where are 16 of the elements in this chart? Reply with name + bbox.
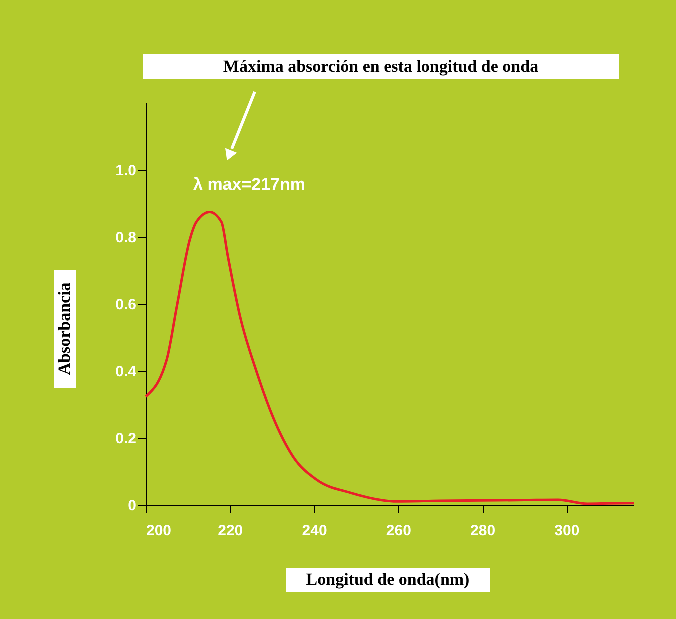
x-tick-label: 240 [302,522,328,540]
x-tick-label: 300 [554,522,580,540]
y-tick-label: 0.8 [116,230,136,246]
annotation: λ max=217nm [194,175,306,194]
x-tick-label: 200 [146,522,172,540]
y-tick-label: 1.0 [116,162,136,180]
y-tick-label: 0.4 [116,364,138,380]
x-tick-label: 260 [386,522,412,540]
x-axis-title: Longitud de onda(nm) [306,570,470,589]
chart-title: Máxima absorción en esta longitud de onda [223,57,540,76]
x-tick-label: 220 [218,522,244,540]
y-axis-title: Absorbancia [55,282,74,376]
y-tick-label: 0.2 [116,430,136,448]
x-tick-label: 280 [470,522,496,540]
y-tick-label: 0 [128,498,136,514]
y-tick-label: 0.6 [116,296,136,314]
